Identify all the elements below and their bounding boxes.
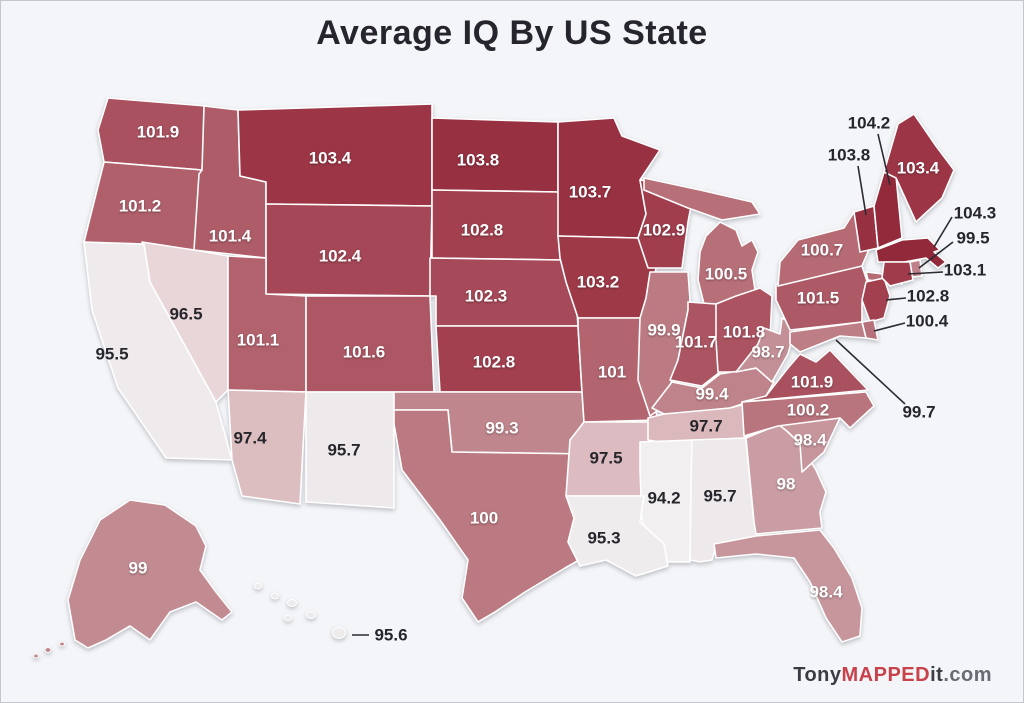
state-value-illinois: 99.9 [647,321,680,340]
watermark: TonyMAPPEDit.com [793,664,992,687]
state-alaska [33,653,39,659]
callout-line-maryland [835,339,906,405]
state-new-jersey [861,277,891,323]
callout-line-new-jersey [885,297,907,301]
state-value-wisconsin: 102.9 [643,221,686,240]
state-value-iowa: 103.2 [577,273,620,292]
state-value-oregon: 101.2 [119,197,162,216]
state-alaska [67,499,233,649]
state-value-indiana: 101.7 [675,333,718,352]
state-value-new-hampshire: 104.2 [848,114,891,133]
state-new-mexico [305,391,395,509]
state-value-texas: 100 [470,509,498,528]
state-alaska [59,641,65,647]
state-value-new-mexico: 95.7 [327,441,360,460]
state-virginia [741,349,869,403]
state-maine [883,113,955,223]
state-value-virginia: 101.9 [791,373,834,392]
page-title: Average IQ By US State [316,14,708,52]
labels-layer: 101.9 101.2 95.5 96.5 101.4 103.4 102.4 101.1 10… [95,114,996,645]
state-value-arkansas: 97.5 [589,449,622,468]
state-value-colorado: 101.6 [343,343,386,362]
watermark-part: .com [943,664,992,686]
state-value-massachusetts: 104.3 [954,204,997,223]
callout-line-delaware [873,322,906,332]
state-maryland [789,321,867,353]
state-alaska [44,647,52,653]
state-hawaii [254,582,262,590]
state-value-nebraska: 102.3 [465,287,508,306]
watermark-part: it [930,664,944,686]
state-value-delaware: 100.4 [906,312,949,331]
state-value-michigan: 100.5 [705,265,748,284]
state-michigan [643,177,761,221]
state-value-montana: 103.4 [309,149,352,168]
state-connecticut [881,261,914,287]
callout-line-massachusetts [933,216,953,248]
state-value-washington: 101.9 [137,123,180,142]
state-value-south-dakota: 102.8 [461,221,504,240]
state-value-alaska: 99 [129,559,148,578]
state-value-kentucky: 99.4 [695,385,729,404]
state-hawaii [271,592,279,600]
callout-line-connecticut [907,271,944,275]
states-layer [33,97,955,659]
state-value-connecticut: 103.1 [944,261,987,280]
state-value-maryland: 99.7 [902,403,935,422]
state-value-north-carolina: 100.2 [787,401,830,420]
state-pennsylvania [775,265,869,331]
state-value-wyoming: 102.4 [319,247,362,266]
state-florida [713,529,863,643]
state-value-california: 95.5 [95,345,128,364]
callout-line-new-hampshire [877,133,891,186]
state-value-hawaii: 95.6 [374,626,407,645]
state-louisiana [565,495,669,577]
state-value-alabama: 95.7 [703,487,736,506]
state-arizona [227,389,307,505]
state-value-maine: 103.4 [897,159,940,178]
state-value-west-virginia: 98.7 [751,343,784,362]
state-new-hampshire [873,171,903,249]
state-value-pennsylvania: 101.5 [797,289,840,308]
callout-line-rhode-island [918,241,954,269]
state-value-kansas: 102.8 [473,353,516,372]
state-value-tennessee: 97.7 [689,417,722,436]
state-value-idaho: 101.4 [209,227,252,246]
state-value-mississippi: 94.2 [647,489,680,508]
state-value-new-york: 100.7 [801,241,844,260]
state-hawaii [287,599,297,607]
state-hawaii [306,611,316,619]
state-value-nevada: 96.5 [169,305,202,324]
state-value-louisiana: 95.3 [587,529,620,548]
state-michigan [697,221,759,315]
watermark-part: Tony [793,664,842,686]
state-value-vermont: 103.8 [828,146,871,165]
state-texas [393,409,611,623]
state-value-ohio: 101.8 [723,323,766,342]
state-value-new-jersey: 102.8 [907,287,950,306]
state-value-north-dakota: 103.8 [457,151,500,170]
state-north-carolina [741,391,875,437]
state-value-minnesota: 103.7 [569,183,612,202]
watermark-part: MAPPED [841,664,931,686]
state-hawaii [332,627,346,639]
state-value-south-carolina: 98.4 [793,431,827,450]
state-value-georgia: 98 [777,475,796,494]
callout-line-vermont [857,165,867,216]
state-value-florida: 98.4 [809,583,843,602]
state-value-arizona: 97.4 [233,429,267,448]
state-value-missouri: 101 [598,363,626,382]
state-hawaii [284,614,292,622]
state-value-oklahoma: 99.3 [485,419,518,438]
state-value-rhode-island: 99.5 [956,229,989,248]
state-value-utah: 101.1 [237,331,280,350]
